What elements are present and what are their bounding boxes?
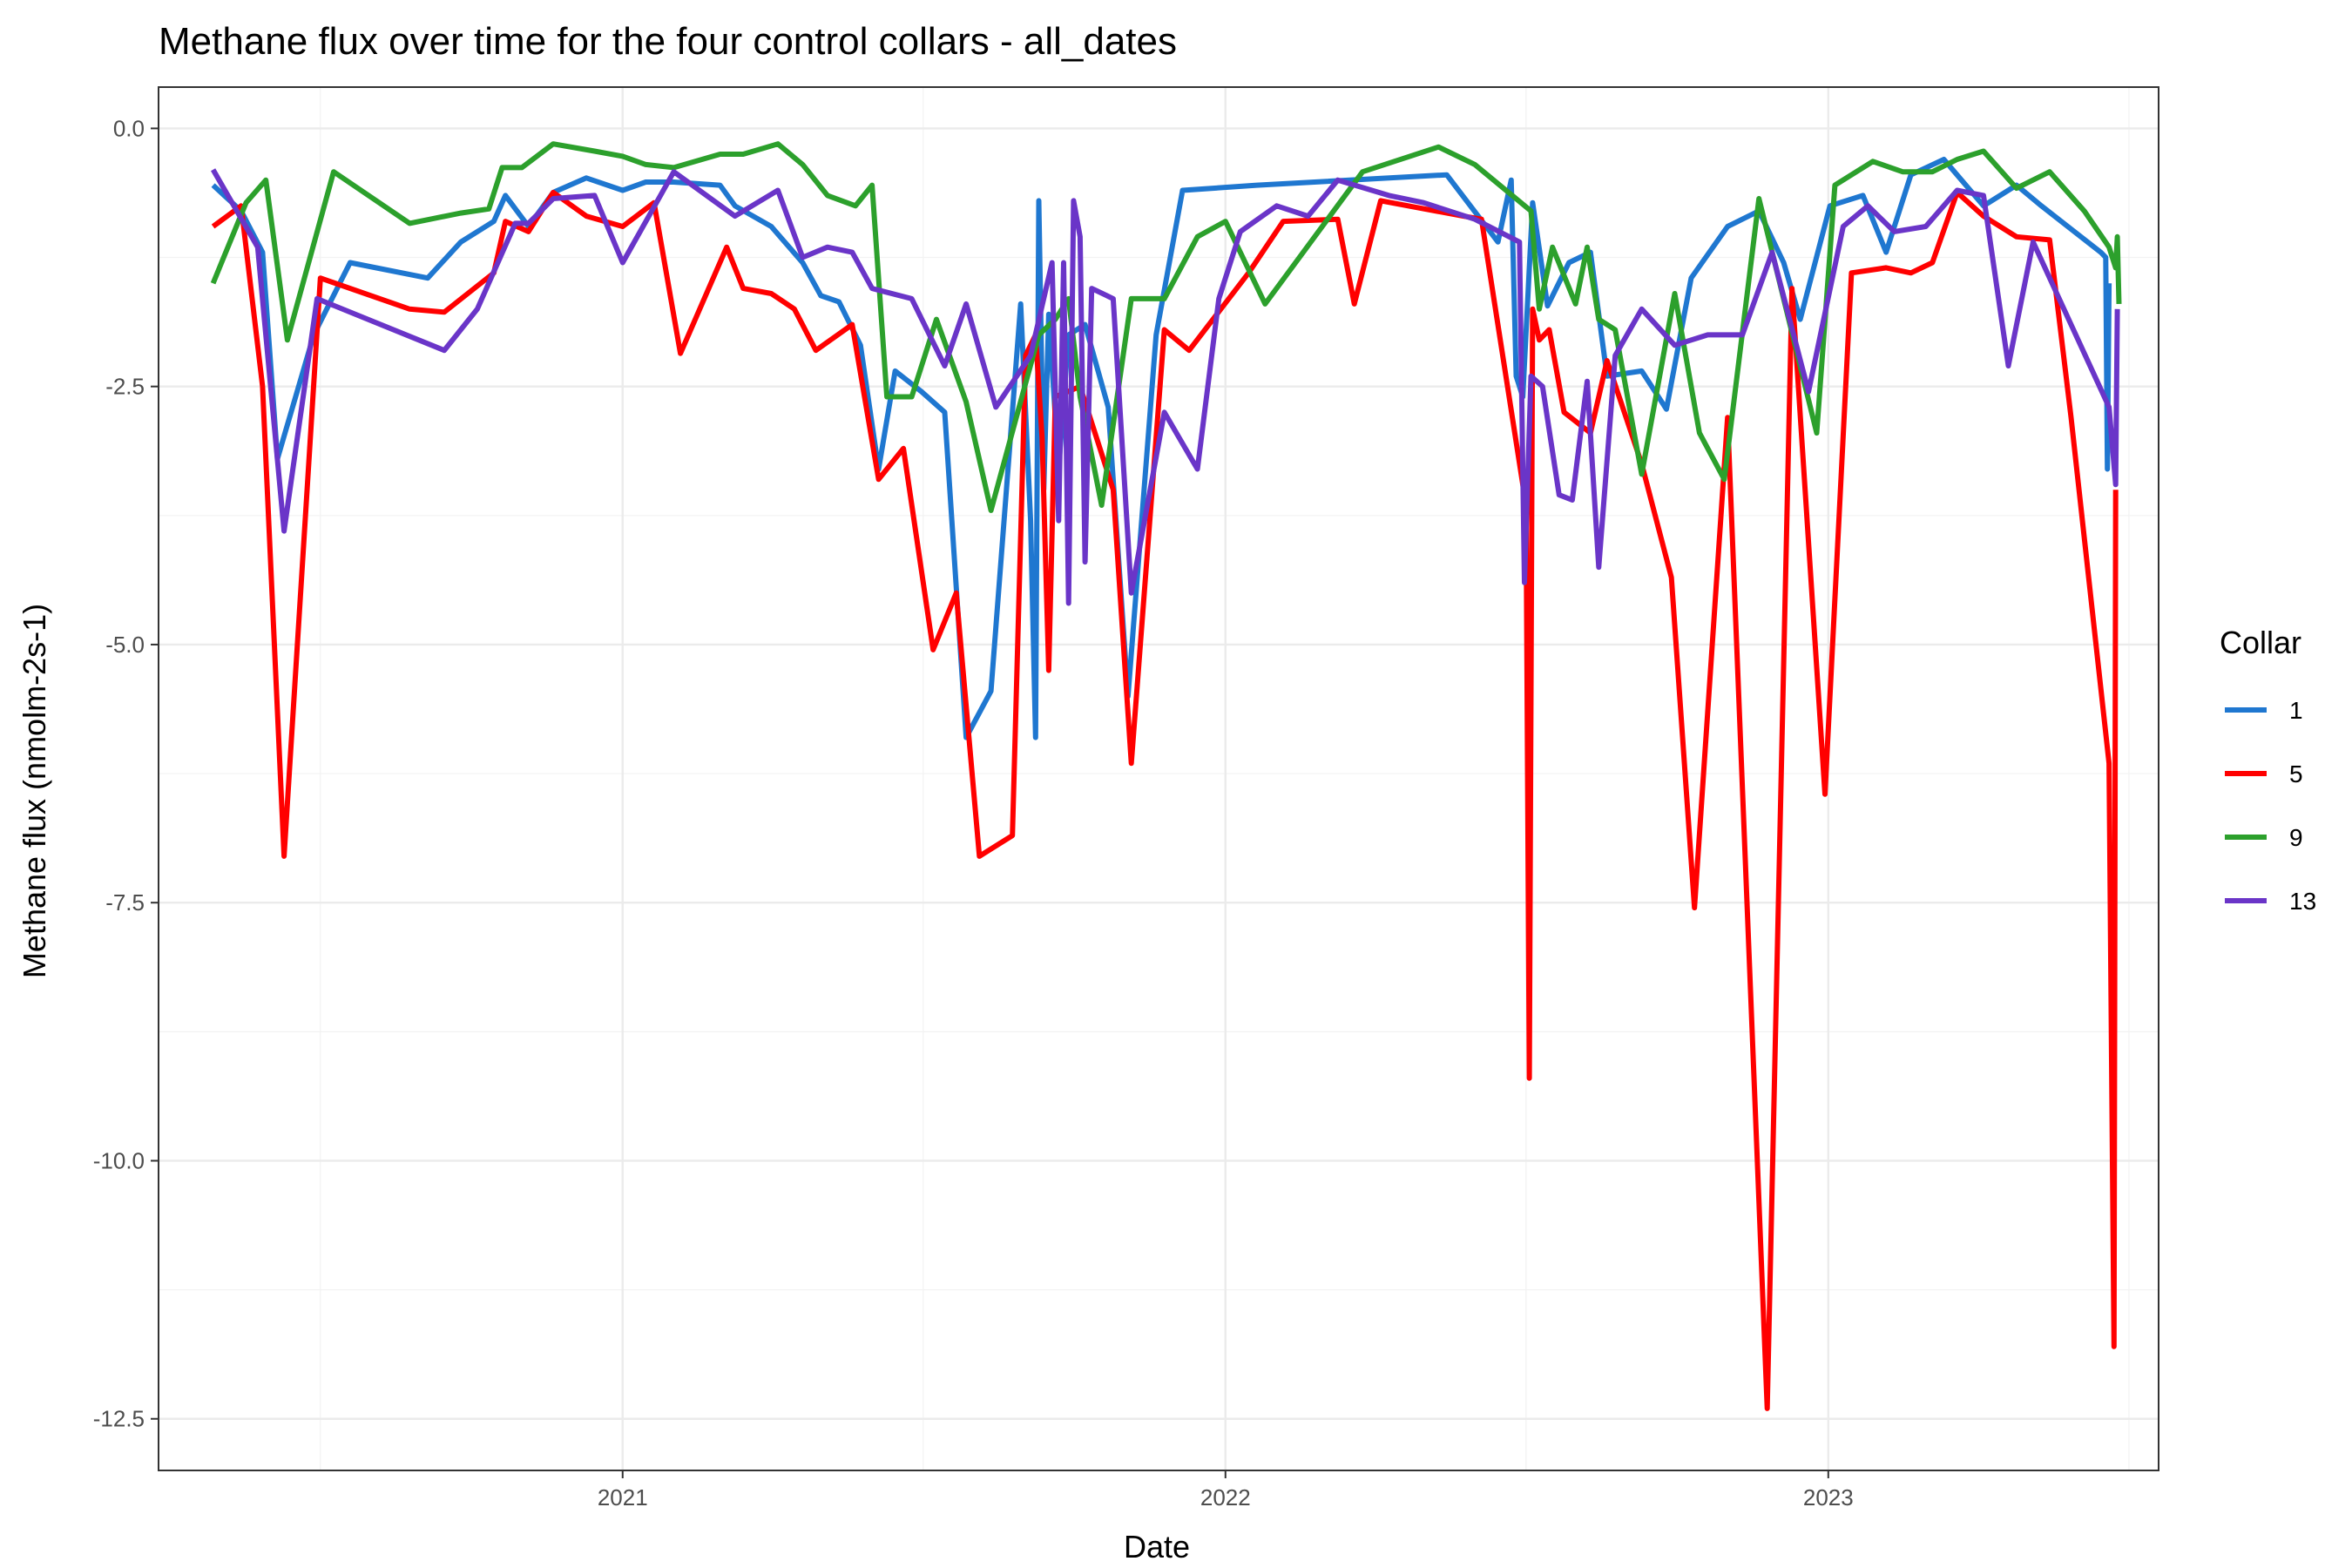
y-tick-label: 0.0 xyxy=(113,115,145,141)
y-tick-label: -12.5 xyxy=(93,1406,145,1432)
legend-title: Collar xyxy=(2220,625,2301,660)
series-line-collar-9 xyxy=(210,141,2122,513)
legend-label-5: 5 xyxy=(2289,760,2303,787)
legend-label-1: 1 xyxy=(2289,697,2303,724)
plot-panel xyxy=(158,86,2159,1471)
panel-background xyxy=(159,87,2159,1470)
y-axis-title: Methane flux (nmolm-2s-1) xyxy=(17,604,52,978)
x-tick-label: 2023 xyxy=(1803,1484,1854,1511)
y-tick-label: -2.5 xyxy=(105,374,145,400)
series-line-collar-5 xyxy=(211,189,2119,1411)
y-tick-label: -5.0 xyxy=(105,632,145,658)
x-axis: 2021 2022 2023 xyxy=(598,1470,1854,1511)
panel-border xyxy=(158,86,2159,1471)
legend: Collar 1 5 9 13 xyxy=(2220,625,2316,915)
legend-label-9: 9 xyxy=(2289,824,2303,851)
y-tick-label: -7.5 xyxy=(105,889,145,916)
x-tick-label: 2022 xyxy=(1200,1484,1251,1511)
y-tick-label: -10.0 xyxy=(93,1147,145,1173)
x-axis-title: Date xyxy=(1124,1529,1190,1565)
x-tick-label: 2021 xyxy=(598,1484,648,1511)
chart-title: Methane flux over time for the four cont… xyxy=(159,20,1177,63)
y-axis: 0.0 -2.5 -5.0 -7.5 -10.0 -12.5 xyxy=(93,115,159,1432)
legend-keys: 1 5 9 13 xyxy=(2225,697,2316,915)
series-line-collar-13 xyxy=(211,168,2120,606)
series-lines xyxy=(210,141,2122,1411)
legend-label-13: 13 xyxy=(2289,888,2316,915)
